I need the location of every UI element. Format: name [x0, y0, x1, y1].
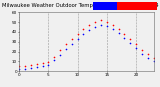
Text: Milwaukee Weather Outdoor Temperature vs Wind Chill (24 Hours): Milwaukee Weather Outdoor Temperature vs…: [2, 3, 160, 8]
